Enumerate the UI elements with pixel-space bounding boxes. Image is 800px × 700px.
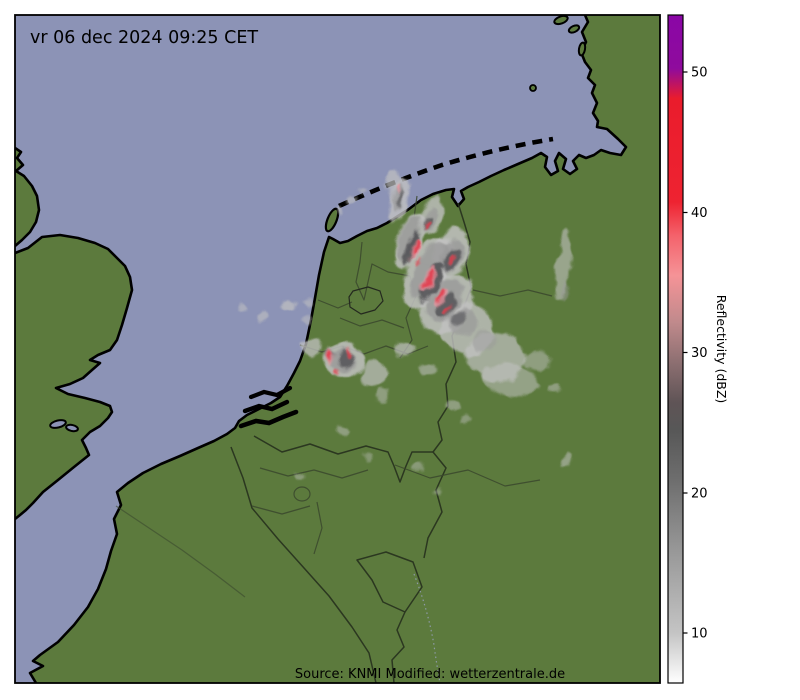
echo-blob (562, 452, 572, 468)
island-north-frisian (577, 41, 587, 57)
radar-echoes (238, 168, 572, 495)
border-fr-be (230, 446, 377, 683)
island-helgoland (529, 84, 537, 92)
echo-heavy (396, 185, 402, 193)
border-be-internal (251, 505, 311, 515)
tick-label: 20 (691, 487, 708, 502)
echo-blob (301, 337, 323, 357)
echo-intense (328, 351, 334, 361)
tick-label: 40 (691, 206, 708, 221)
echo-intense (415, 258, 421, 266)
echo-intense (449, 253, 455, 263)
colorbar-ticks (683, 71, 688, 634)
echo-blob (295, 472, 305, 480)
echo-intense (411, 239, 419, 257)
echo-blob (554, 229, 572, 301)
echo-blob (419, 363, 437, 377)
border-be-internal (313, 501, 323, 555)
echo-blob (301, 314, 311, 322)
estuary-channel (242, 399, 290, 414)
timestamp-label: vr 06 dec 2024 09:25 CET (30, 28, 258, 48)
echo-blob (336, 425, 348, 435)
echo-core (339, 352, 355, 366)
colorbar-axis-label: Reflectivity (dBZ) (714, 295, 729, 404)
uk-land (15, 148, 132, 519)
uk-coastline (15, 146, 134, 521)
colorbar-tick-labels: 50 40 30 20 10 (691, 66, 708, 642)
border-nl-be (253, 435, 433, 483)
thames-bank (65, 423, 79, 433)
colorbar: 50 40 30 20 10 Reflectivity (dBZ) (667, 14, 729, 684)
border-fr-internal (115, 505, 246, 598)
flevoland-outline (348, 286, 384, 315)
echo-blob (238, 302, 246, 310)
echo-intense (424, 219, 430, 229)
echo-blob (395, 215, 421, 261)
echo-blob (347, 196, 357, 204)
island-texel (324, 207, 340, 233)
continent-coastline (28, 15, 628, 683)
echo-blob (358, 187, 366, 193)
border-de-internal (472, 289, 553, 297)
island-north-frisian (567, 24, 581, 34)
echo-intense (422, 270, 436, 290)
echo-intense (444, 302, 452, 314)
echo-blob (445, 400, 459, 410)
estuary-channel (248, 385, 293, 400)
map-frame (14, 14, 661, 684)
echo-blob (434, 489, 442, 495)
wadden-islands-chain (338, 136, 554, 209)
border-be-internal (259, 467, 369, 479)
source-credit-label: Source: KNMI Modified: wetterzentrale.de (295, 667, 565, 682)
border-be-de (423, 451, 447, 559)
echo-blob (338, 209, 346, 215)
echo-core (453, 312, 465, 324)
island-north-frisian (553, 15, 569, 26)
colorbar-gradient-bar (667, 14, 684, 684)
echo-blob (560, 278, 570, 302)
border-nrw-rp (394, 464, 541, 487)
border-gelderland (339, 317, 405, 329)
thames-bank (49, 419, 67, 429)
map-area: vr 06 dec 2024 09:25 CET Source: KNMI Mo… (15, 15, 660, 683)
echo-blob (395, 342, 413, 358)
echo-blob (385, 168, 401, 192)
tick-label: 50 (691, 66, 708, 81)
echo-intense (334, 366, 338, 374)
islands (49, 15, 587, 433)
echo-blob (414, 462, 424, 470)
echo-blob (474, 329, 498, 351)
echo-blob (482, 364, 538, 396)
zeeland-estuaries (238, 385, 299, 429)
echo-blob (461, 414, 471, 422)
echo-blob (363, 451, 371, 459)
echo-blob (360, 362, 388, 386)
border-luxembourg (356, 551, 423, 613)
echo-core (396, 191, 404, 209)
border-fr-de (391, 611, 406, 683)
echo-intense (435, 288, 445, 302)
echo-blob (409, 243, 447, 297)
estuary-channel (238, 409, 299, 429)
tick-label: 10 (691, 627, 708, 642)
tick-label: 30 (691, 346, 708, 361)
echo-red-layer (328, 219, 455, 374)
echo-blob (548, 384, 560, 394)
echo-blob (524, 350, 552, 374)
border-utrecht (317, 299, 353, 309)
echo-blob (302, 299, 312, 307)
echo-blob (256, 312, 268, 322)
brussels-ring (293, 486, 311, 502)
border-friesland (355, 241, 411, 301)
echo-intense (348, 350, 352, 358)
echo-blob (282, 298, 296, 310)
echo-blob (372, 389, 388, 401)
